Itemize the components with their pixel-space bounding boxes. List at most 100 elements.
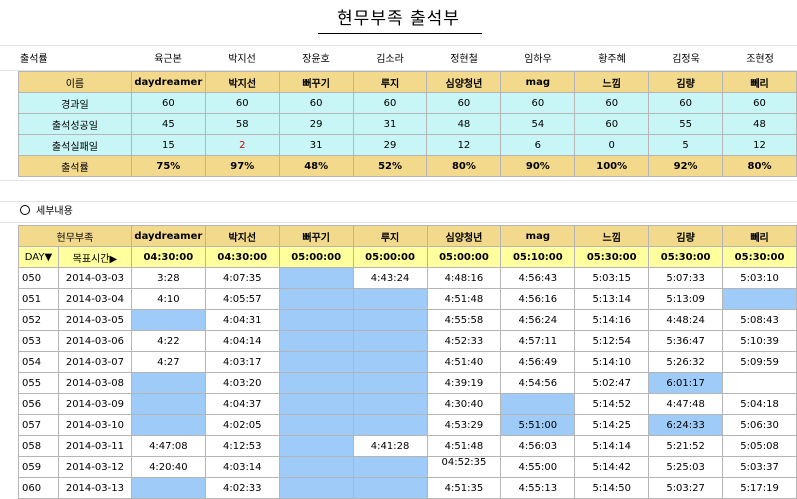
- time-cell[interactable]: 5:09:59: [722, 351, 797, 373]
- goal-time-cell[interactable]: 05:00:00: [352, 246, 428, 268]
- date-cell[interactable]: 2014-03-03: [57, 267, 132, 289]
- time-cell[interactable]: 4:55:58: [426, 309, 502, 331]
- time-cell[interactable]: 4:04:31: [204, 309, 280, 331]
- summary-value-cell[interactable]: 58: [204, 113, 280, 135]
- time-cell[interactable]: 6:24:33: [648, 414, 724, 436]
- time-cell[interactable]: 5:03:37: [722, 456, 797, 478]
- time-cell[interactable]: 4:05:57: [204, 288, 280, 310]
- time-cell[interactable]: 5:14:50: [574, 477, 650, 499]
- time-cell[interactable]: 4:47:08: [130, 435, 206, 457]
- time-cell[interactable]: 4:51:48: [426, 435, 502, 457]
- time-cell[interactable]: 6:01:17: [648, 372, 724, 394]
- rate-value-cell[interactable]: 80%: [426, 155, 502, 177]
- time-cell[interactable]: 4:10: [130, 288, 206, 310]
- time-cell[interactable]: [278, 372, 354, 394]
- time-cell[interactable]: 5:06:30: [722, 414, 797, 436]
- goal-time-cell[interactable]: 04:30:00: [204, 246, 280, 268]
- nickname-cell[interactable]: 심양청년: [426, 225, 502, 247]
- time-cell[interactable]: [352, 288, 428, 310]
- goal-time-cell[interactable]: 04:30:00: [130, 246, 206, 268]
- date-cell[interactable]: 2014-03-12: [57, 456, 132, 478]
- rate-value-cell[interactable]: 48%: [278, 155, 354, 177]
- time-cell[interactable]: 4:02:05: [204, 414, 280, 436]
- summary-value-cell[interactable]: 48: [722, 113, 797, 135]
- day-number-cell[interactable]: 059: [18, 456, 59, 478]
- day-number-cell[interactable]: 055: [18, 372, 59, 394]
- summary-value-cell[interactable]: 60: [426, 92, 502, 114]
- day-number-cell[interactable]: 058: [18, 435, 59, 457]
- summary-value-cell[interactable]: 29: [352, 134, 428, 156]
- time-cell[interactable]: 5:10:39: [722, 330, 797, 352]
- day-number-cell[interactable]: 050: [18, 267, 59, 289]
- summary-value-cell[interactable]: 54: [500, 113, 576, 135]
- time-cell[interactable]: 4:51:40: [426, 351, 502, 373]
- nickname-cell[interactable]: 박지선: [204, 225, 280, 247]
- date-cell[interactable]: 2014-03-05: [57, 309, 132, 331]
- nickname-cell[interactable]: 뻬리: [722, 225, 797, 247]
- summary-value-cell[interactable]: 60: [648, 92, 724, 114]
- date-cell[interactable]: 2014-03-09: [57, 393, 132, 415]
- summary-value-cell[interactable]: 55: [648, 113, 724, 135]
- time-cell[interactable]: 5:25:03: [648, 456, 724, 478]
- time-cell[interactable]: 3:28: [130, 267, 206, 289]
- summary-value-cell[interactable]: 45: [130, 113, 206, 135]
- rate-value-cell[interactable]: 100%: [574, 155, 650, 177]
- time-cell[interactable]: 4:03:17: [204, 351, 280, 373]
- date-cell[interactable]: 2014-03-13: [57, 477, 132, 499]
- day-number-cell[interactable]: 056: [18, 393, 59, 415]
- nickname-cell[interactable]: 느낌: [574, 71, 650, 93]
- time-cell[interactable]: [352, 477, 428, 499]
- nickname-cell[interactable]: 루지: [352, 71, 428, 93]
- date-cell[interactable]: 2014-03-07: [57, 351, 132, 373]
- time-cell[interactable]: [278, 435, 354, 457]
- summary-value-cell[interactable]: 6: [500, 134, 576, 156]
- time-cell[interactable]: 5:14:52: [574, 393, 650, 415]
- time-cell[interactable]: [352, 372, 428, 394]
- summary-value-cell[interactable]: 15: [130, 134, 206, 156]
- time-cell[interactable]: 4:41:28: [352, 435, 428, 457]
- day-number-cell[interactable]: 057: [18, 414, 59, 436]
- time-cell[interactable]: 5:26:32: [648, 351, 724, 373]
- summary-value-cell[interactable]: 60: [500, 92, 576, 114]
- time-cell[interactable]: 5:02:47: [574, 372, 650, 394]
- time-cell[interactable]: 4:47:48: [648, 393, 724, 415]
- time-cell[interactable]: 4:04:37: [204, 393, 280, 415]
- nickname-cell[interactable]: daydreamer: [130, 71, 206, 93]
- time-cell[interactable]: [278, 267, 354, 289]
- date-cell[interactable]: 2014-03-08: [57, 372, 132, 394]
- rate-value-cell[interactable]: 80%: [722, 155, 797, 177]
- time-cell[interactable]: 5:14:16: [574, 309, 650, 331]
- time-cell[interactable]: 4:02:33: [204, 477, 280, 499]
- rate-value-cell[interactable]: 90%: [500, 155, 576, 177]
- time-cell[interactable]: 4:51:35: [426, 477, 502, 499]
- summary-value-cell[interactable]: 48: [426, 113, 502, 135]
- time-cell[interactable]: 4:48:16: [426, 267, 502, 289]
- time-cell[interactable]: 5:14:10: [574, 351, 650, 373]
- summary-value-cell[interactable]: 12: [426, 134, 502, 156]
- nickname-cell[interactable]: 뻬리: [722, 71, 797, 93]
- time-cell[interactable]: 4:04:14: [204, 330, 280, 352]
- time-cell[interactable]: 4:52:33: [426, 330, 502, 352]
- summary-value-cell[interactable]: 60: [722, 92, 797, 114]
- time-cell[interactable]: [352, 414, 428, 436]
- time-cell[interactable]: 4:12:53: [204, 435, 280, 457]
- time-cell[interactable]: 5:36:47: [648, 330, 724, 352]
- summary-value-cell[interactable]: 0: [574, 134, 650, 156]
- summary-value-cell[interactable]: 31: [352, 113, 428, 135]
- time-cell[interactable]: [352, 456, 428, 478]
- time-cell[interactable]: 5:17:19: [722, 477, 797, 499]
- time-cell[interactable]: 4:03:14: [204, 456, 280, 478]
- time-cell[interactable]: [278, 393, 354, 415]
- time-cell[interactable]: [352, 330, 428, 352]
- time-cell[interactable]: [130, 477, 206, 499]
- time-cell[interactable]: 5:03:10: [722, 267, 797, 289]
- time-cell[interactable]: 4:56:49: [500, 351, 576, 373]
- date-cell[interactable]: 2014-03-06: [57, 330, 132, 352]
- time-cell[interactable]: 5:04:18: [722, 393, 797, 415]
- time-cell[interactable]: 04:52:35: [426, 456, 502, 478]
- time-cell[interactable]: 5:05:08: [722, 435, 797, 457]
- day-number-cell[interactable]: 054: [18, 351, 59, 373]
- goal-time-cell[interactable]: 05:10:00: [500, 246, 576, 268]
- time-cell[interactable]: 5:03:27: [648, 477, 724, 499]
- time-cell[interactable]: 4:56:16: [500, 288, 576, 310]
